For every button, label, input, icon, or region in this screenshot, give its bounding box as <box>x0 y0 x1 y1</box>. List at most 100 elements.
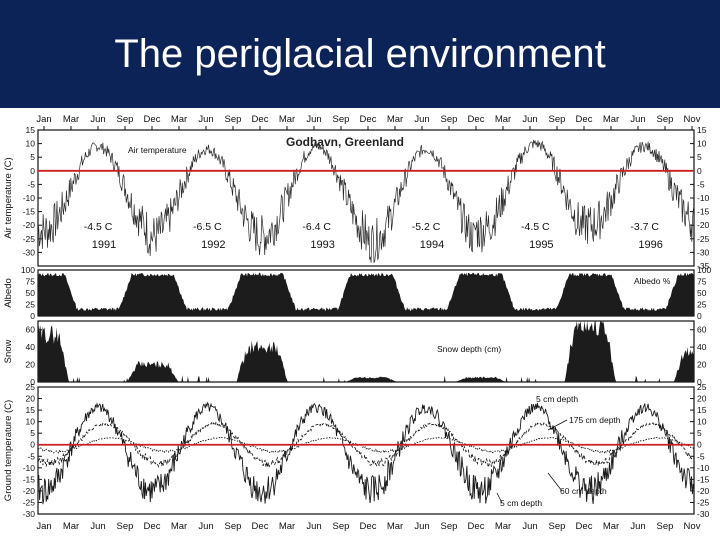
month-tick-bottom: Nov <box>684 521 701 532</box>
month-tick-top: Dec <box>576 114 593 125</box>
ylabel-air: Air temperature (C) <box>3 157 14 238</box>
month-tick-top: Nov <box>684 114 701 125</box>
month-tick-top: Sep <box>441 114 458 125</box>
month-tick-top: Mar <box>387 114 403 125</box>
left-tick-snow: 20 <box>26 360 36 370</box>
left-tick-snow: 0 <box>30 377 35 387</box>
left-tick-ground: -20 <box>23 486 36 496</box>
year-label-1992: 1992 <box>201 239 225 251</box>
right-tick-air: -15 <box>697 207 710 217</box>
month-tick-bottom: Jun <box>414 521 429 532</box>
left-tick-albedo: 25 <box>26 300 36 310</box>
series-air-temperature <box>37 139 695 264</box>
series-label-air: Air temperature <box>128 145 187 155</box>
left-tick-snow: 60 <box>26 325 36 335</box>
left-tick-ground: 25 <box>26 382 36 392</box>
annotation-leader <box>547 472 563 492</box>
right-tick-ground: -20 <box>697 486 710 496</box>
month-tick-top: Jun <box>90 114 105 125</box>
annotation-label: 5 cm depth <box>536 394 578 404</box>
left-tick-air: 10 <box>26 139 36 149</box>
month-tick-bottom: Mar <box>495 521 511 532</box>
right-tick-air: -5 <box>697 179 705 189</box>
annotation-label: 5 cm depth <box>500 498 542 508</box>
month-tick-top: Dec <box>360 114 377 125</box>
left-tick-ground: 5 <box>30 428 35 438</box>
right-tick-ground: -5 <box>697 451 705 461</box>
month-tick-bottom: Dec <box>360 521 377 532</box>
left-tick-albedo: 100 <box>21 265 35 275</box>
chart-title: Godhavn, Greenland <box>286 135 404 149</box>
ylabel-albedo: Albedo <box>3 278 14 308</box>
left-tick-snow: 40 <box>26 342 36 352</box>
left-tick-ground: 0 <box>30 440 35 450</box>
right-tick-snow: 0 <box>697 377 702 387</box>
annual-mean-1993: -6.4 C <box>302 221 331 233</box>
left-tick-ground: -30 <box>23 509 36 519</box>
right-tick-ground: -10 <box>697 463 710 473</box>
annotation-leader <box>496 492 503 504</box>
left-tick-albedo: 0 <box>30 311 35 321</box>
left-tick-albedo: 50 <box>26 288 36 298</box>
right-tick-air: 5 <box>697 152 702 162</box>
month-tick-bottom: Dec <box>468 521 485 532</box>
annual-mean-1994: -5.2 C <box>412 221 441 233</box>
month-tick-top: Mar <box>63 114 79 125</box>
right-tick-air: -35 <box>697 261 710 271</box>
month-tick-top: Sep <box>117 114 134 125</box>
slide-title: The periglacial environment <box>114 32 606 76</box>
right-tick-snow: 60 <box>697 325 707 335</box>
right-tick-air: -25 <box>697 234 710 244</box>
right-tick-air: -20 <box>697 220 710 230</box>
left-tick-ground: -15 <box>23 474 36 484</box>
month-tick-top: Sep <box>333 114 350 125</box>
right-tick-ground: 10 <box>697 417 707 427</box>
left-tick-air: -10 <box>23 193 36 203</box>
annual-mean-1995: -4.5 C <box>521 221 550 233</box>
month-tick-top: Mar <box>171 114 187 125</box>
month-tick-top: Jan <box>36 114 51 125</box>
right-tick-snow: 40 <box>697 342 707 352</box>
series-ground-175-cm-depth <box>37 436 695 455</box>
left-tick-ground: -25 <box>23 497 36 507</box>
month-tick-top: Mar <box>279 114 295 125</box>
left-tick-air: -30 <box>23 247 36 257</box>
title-band <box>0 0 720 108</box>
left-tick-ground: 20 <box>26 394 36 404</box>
month-tick-top: Jun <box>198 114 213 125</box>
right-tick-ground: 20 <box>697 394 707 404</box>
year-label-1995: 1995 <box>529 239 553 251</box>
panel-frame-ground <box>37 386 695 515</box>
right-tick-ground: 0 <box>697 440 702 450</box>
month-tick-bottom: Mar <box>63 521 79 532</box>
right-tick-ground: 25 <box>697 382 707 392</box>
year-label-1996: 1996 <box>638 239 662 251</box>
right-tick-air: -10 <box>697 193 710 203</box>
left-tick-ground: -10 <box>23 463 36 473</box>
right-tick-ground: -15 <box>697 474 710 484</box>
annotation-label: 60 cm depth <box>560 486 607 496</box>
annotation-label: 175 cm depth <box>569 415 621 425</box>
annual-mean-1992: -6.5 C <box>193 221 222 233</box>
month-tick-bottom: Mar <box>279 521 295 532</box>
month-tick-top: Sep <box>657 114 674 125</box>
right-tick-air: -30 <box>697 247 710 257</box>
month-tick-top: Jun <box>306 114 321 125</box>
month-tick-bottom: Mar <box>387 521 403 532</box>
annotation-leader <box>547 419 568 431</box>
series-ground-60-cm-depth <box>37 421 695 468</box>
right-tick-albedo: 75 <box>697 277 707 287</box>
month-tick-top: Sep <box>549 114 566 125</box>
right-tick-air: 15 <box>697 125 707 135</box>
month-tick-top: Sep <box>225 114 242 125</box>
month-tick-bottom: Jun <box>630 521 645 532</box>
month-tick-bottom: Jun <box>198 521 213 532</box>
month-tick-bottom: Dec <box>144 521 161 532</box>
annual-mean-1996: -3.7 C <box>630 221 659 233</box>
right-tick-albedo: 50 <box>697 288 707 298</box>
month-tick-top: Jun <box>414 114 429 125</box>
month-tick-bottom: Mar <box>603 521 619 532</box>
left-tick-ground: -5 <box>27 451 35 461</box>
right-tick-ground: 15 <box>697 405 707 415</box>
ylabel-snow: Snow <box>3 339 14 363</box>
